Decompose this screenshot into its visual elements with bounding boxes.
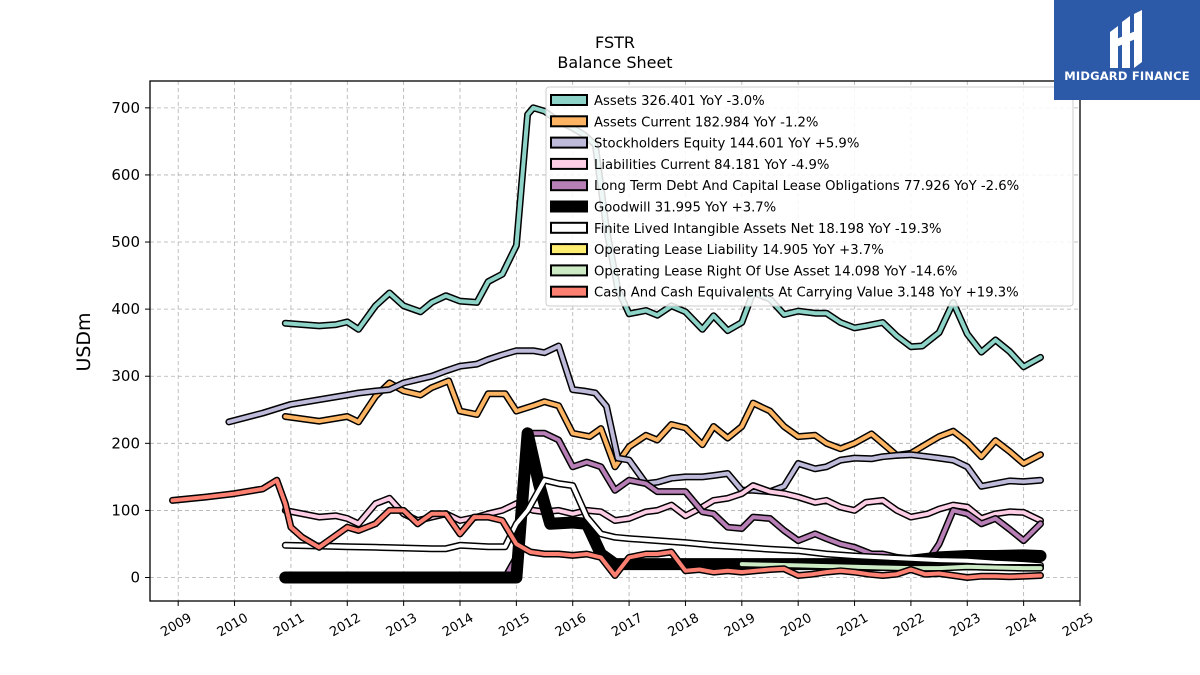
legend: Assets 326.401 YoY -3.0% Assets Current 1… (545, 86, 1074, 307)
series-line-cash-and-cash-equivalents (170, 478, 1043, 580)
legend-entry: Cash And Cash Equivalents At Carrying Va… (594, 286, 1019, 301)
legend-entry: Long Term Debt And Capital Lease Obligat… (594, 179, 1019, 194)
legend-swatch (550, 264, 588, 277)
y-tick-label: 200 (111, 434, 140, 452)
legend-swatch (550, 221, 588, 234)
plot-frame (149, 80, 1081, 602)
legend-entry: Operating Lease Liability 14.905 YoY +3.… (594, 243, 884, 258)
legend-swatch (550, 136, 588, 149)
legend-entry: Assets Current 182.984 YoY -1.2% (594, 115, 818, 130)
y-tick-label: 700 (111, 99, 140, 117)
y-tick-label: 600 (111, 166, 140, 184)
legend-entry: Operating Lease Right Of Use Asset 14.09… (594, 264, 957, 279)
legend-swatch (550, 157, 588, 170)
legend-entry: Finite Lived Intangible Assets Net 18.19… (594, 222, 942, 237)
legend-swatch (550, 285, 588, 298)
series-line-assets-326401-yoy--30 (283, 105, 1043, 369)
y-tick-label: 100 (111, 501, 140, 519)
legend-entry: Assets 326.401 YoY -3.0% (594, 94, 765, 109)
legend-swatch (550, 115, 588, 128)
legend-swatch (550, 200, 588, 213)
chart-subtitle: Balance Sheet (557, 53, 672, 72)
legend-entry: Stockholders Equity 144.601 YoY +5.9% (594, 137, 859, 152)
legend-swatch (550, 243, 588, 256)
y-tick-label: 400 (111, 300, 140, 318)
series-line-stockholders-equity-144601-yoy (226, 344, 1043, 494)
series-line-assets-current-182984-yoy (283, 378, 1043, 469)
legend-box (545, 86, 1074, 307)
series-line-finite-lived-intangible-assets (283, 478, 1043, 568)
legend-swatch (550, 94, 588, 106)
chart-title: FSTR (595, 33, 635, 52)
series-line-operating-lease-right-of (739, 562, 1043, 571)
y-tick-label: 500 (111, 233, 140, 251)
y-tick-label: 300 (111, 367, 140, 385)
series-layer (169, 104, 1047, 584)
y-tick-label: 0 (130, 569, 140, 587)
legend-entry: Liabilities Current 84.181 YoY -4.9% (594, 158, 829, 173)
legend-swatch (550, 179, 588, 192)
midgard-finance-logo: MIDGARD FINANCE (1054, 0, 1200, 100)
legend-entry: Goodwill 31.995 YoY +3.7% (594, 201, 776, 216)
logo-mark-icon (1110, 10, 1142, 68)
logo-text: MIDGARD FINANCE (1064, 69, 1190, 83)
y-axis-label: USDm (73, 312, 95, 371)
